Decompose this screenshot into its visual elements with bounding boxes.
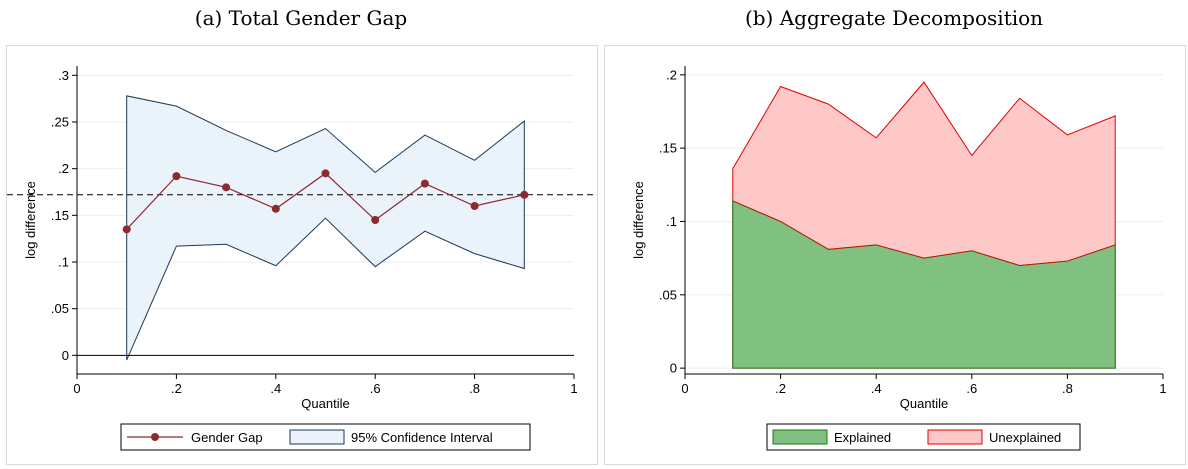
panel-total-gender-gap: 0 .05 .1 .15 .2 .25 .3 0 .2 .4 .6 .8 1 Quantile log di… xyxy=(6,45,598,465)
caption-total-gender-gap: (a) Total Gender Gap xyxy=(194,6,408,30)
x-tick-label: .8 xyxy=(1062,381,1073,396)
x-tick-label: 0 xyxy=(681,381,688,396)
y-tick-label: 0 xyxy=(62,348,69,363)
y-tick-label: .2 xyxy=(58,161,69,176)
y-tick-label: .1 xyxy=(58,255,69,270)
gender-gap-point xyxy=(520,190,529,199)
y-tick-label: .1 xyxy=(666,214,677,229)
y-tick-label: 0 xyxy=(670,361,677,376)
legend-unexplained-swatch xyxy=(927,429,983,445)
x-tick-label: .4 xyxy=(871,381,882,396)
x-tick-label: .2 xyxy=(775,381,786,396)
legend-gender-gap-label: Gender Gap xyxy=(191,430,263,445)
y-tick-label: .25 xyxy=(51,115,69,130)
explained-top-edge xyxy=(732,200,1116,266)
x-tick-label: .6 xyxy=(370,381,381,396)
x-tick-label: .8 xyxy=(469,381,480,396)
legend-explained-label: Explained xyxy=(834,430,891,445)
legend-gender-gap-marker xyxy=(151,433,159,441)
panel-aggregate-decomposition: 0 .05 .1 .15 .2 0 .2 .4 .6 .8 1 Quantile log differe… xyxy=(604,45,1186,465)
gender-gap-point xyxy=(420,179,429,188)
y-tick-label: .05 xyxy=(659,287,677,302)
caption-aggregate-decomposition: (b) Aggregate Decomposition xyxy=(744,6,1044,30)
gender-gap-point xyxy=(371,216,380,224)
y-axis-title: log difference xyxy=(23,181,38,259)
legend-ci-label: 95% Confidence Interval xyxy=(351,430,493,445)
chart-aggregate-decomposition: 0 .05 .1 .15 .2 0 .2 .4 .6 .8 1 Quantile log differe… xyxy=(631,66,1167,451)
y-axis-title: log difference xyxy=(631,181,646,259)
gender-gap-point xyxy=(222,183,231,192)
gender-gap-point xyxy=(172,172,181,181)
chart-total-gender-gap: 0 .05 .1 .15 .2 .25 .3 0 .2 .4 .6 .8 1 Quantile log di… xyxy=(7,66,597,451)
x-axis-title: Quantile xyxy=(900,396,948,411)
y-tick-label: .2 xyxy=(666,67,677,82)
gender-gap-point xyxy=(321,169,330,178)
x-tick-label: .4 xyxy=(270,381,281,396)
y-tick-label: .15 xyxy=(51,208,69,223)
y-tick-label: .05 xyxy=(51,301,69,316)
legend-ci-swatch xyxy=(289,429,345,445)
x-tick-label: 1 xyxy=(1159,381,1166,396)
legend-explained-swatch xyxy=(772,429,828,445)
x-tick-label: 1 xyxy=(570,381,577,396)
gender-gap-point xyxy=(122,225,131,234)
y-tick-label: .3 xyxy=(58,68,69,83)
gender-gap-point xyxy=(470,202,479,210)
x-tick-label: 0 xyxy=(73,381,80,396)
x-axis-title: Quantile xyxy=(301,396,349,411)
gender-gap-point xyxy=(271,204,280,213)
x-tick-label: .6 xyxy=(966,381,977,396)
legend-unexplained-label: Unexplained xyxy=(989,430,1061,445)
x-tick-label: .2 xyxy=(171,381,182,396)
confidence-band xyxy=(126,95,525,361)
y-tick-label: .15 xyxy=(659,141,677,156)
